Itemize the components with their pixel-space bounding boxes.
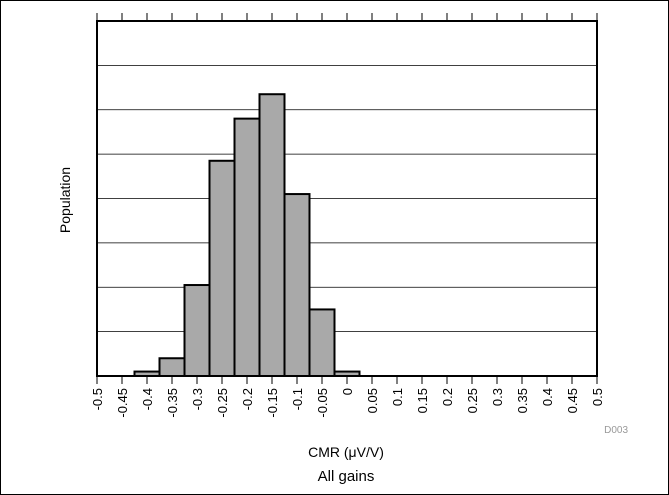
x-axis-label: CMR (μV/V) (308, 444, 384, 460)
x-tick-label: 0.15 (415, 388, 430, 413)
x-tick-label: 0 (340, 388, 355, 395)
x-tick-label: 0.2 (440, 388, 455, 406)
histogram-bar (233, 117, 261, 377)
histogram-bar (258, 93, 286, 377)
x-tick-label: -0.25 (215, 388, 230, 418)
histogram-bar (183, 284, 211, 377)
bars (133, 93, 361, 377)
chart-subtitle: All gains (318, 468, 375, 485)
ticks (96, 13, 598, 384)
x-tick-label: -0.35 (165, 388, 180, 418)
x-tick-label: 0.1 (390, 388, 405, 406)
x-tick-labels: -0.5 -0.45 -0.4 -0.35 -0.3 -0.25 -0.2 -0.15 -0.1… (90, 388, 605, 418)
x-tick-label: 0.4 (540, 388, 555, 406)
histogram-bar (308, 308, 336, 377)
x-tick-label: -0.4 (140, 388, 155, 410)
x-tick-label: 0.25 (465, 388, 480, 413)
histogram-bar (283, 193, 311, 377)
x-tick-label: 0.3 (490, 388, 505, 406)
x-tick-label: -0.05 (315, 388, 330, 418)
grid-lines (97, 64, 597, 333)
x-tick-label: -0.5 (90, 388, 105, 410)
x-tick-label: 0.5 (590, 388, 605, 406)
x-tick-label: -0.3 (190, 388, 205, 410)
x-tick-label: -0.2 (240, 388, 255, 410)
x-tick-label: 0.35 (515, 388, 530, 413)
y-axis-label: Population (57, 167, 73, 233)
histogram-bar (208, 159, 236, 377)
x-tick-label: -0.15 (265, 388, 280, 418)
x-tick-label: -0.1 (290, 388, 305, 410)
histogram-bar (158, 357, 186, 377)
figure-code-label: D003 (604, 425, 628, 436)
x-tick-label: -0.45 (115, 388, 130, 418)
x-tick-label: 0.45 (565, 388, 580, 413)
x-tick-label: 0.05 (365, 388, 380, 413)
